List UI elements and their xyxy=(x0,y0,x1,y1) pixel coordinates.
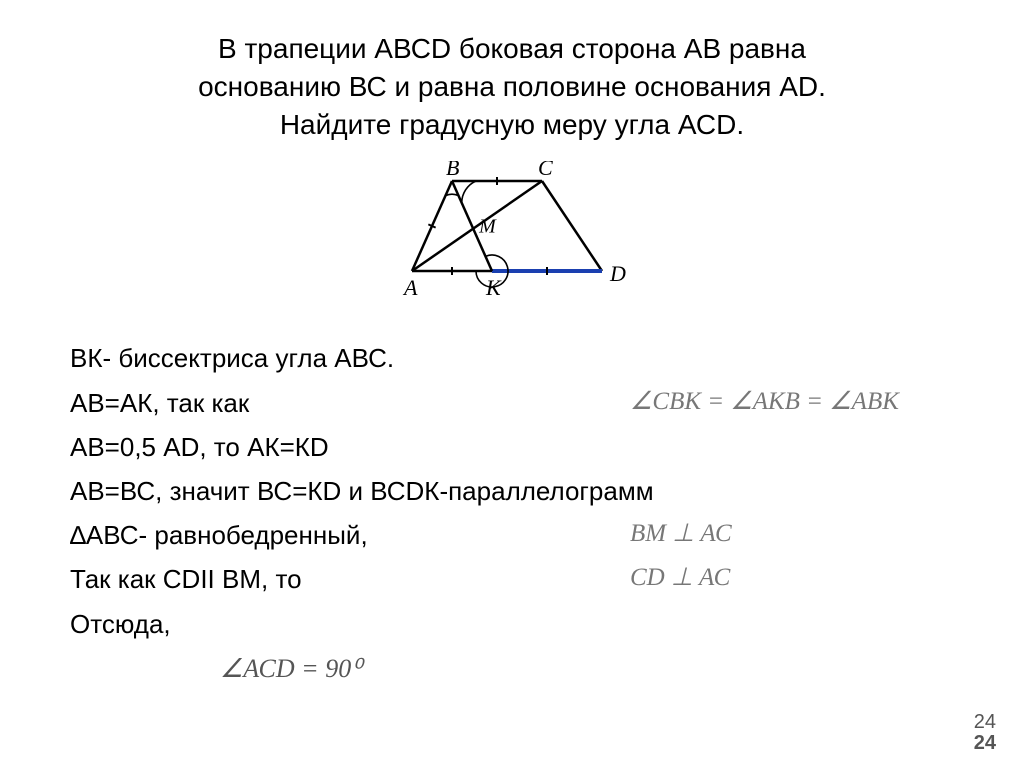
sol-expr: СD ⊥ АС xyxy=(630,557,730,600)
svg-text:К: К xyxy=(485,275,502,300)
slide-num-b: 24 xyxy=(974,733,996,754)
sol-line-3: АВ=0,5 АD, то АК=КD xyxy=(70,425,954,469)
problem-statement: В трапеции АВСD боковая сторона АВ равна… xyxy=(70,30,954,143)
sol-text: Так как СDII ВМ, то xyxy=(70,564,302,594)
slide-number: 24 24 xyxy=(974,712,996,754)
sol-text: ∆АВС- равнобедренный, xyxy=(70,520,368,550)
sol-line-1: ВК- биссектриса угла АВС. xyxy=(70,336,954,380)
problem-line2: основанию ВС и равна половине основания … xyxy=(198,71,826,102)
sol-line-4: АВ=ВС, значит ВС=КD и ВСDК-параллелограм… xyxy=(70,469,954,513)
sol-answer: ∠АСD = 90⁰ xyxy=(70,646,954,691)
problem-line3: Найдите градусную меру угла АСD. xyxy=(280,109,744,140)
solution-block: ВК- биссектриса угла АВС. АВ=АК, так как… xyxy=(70,336,954,691)
slide: В трапеции АВСD боковая сторона АВ равна… xyxy=(0,0,1024,768)
sol-text: АВ=0,5 АD, то АК=КD xyxy=(70,432,329,462)
sol-line-5: ∆АВС- равнобедренный, ВМ ⊥ АС xyxy=(70,513,954,557)
sol-text: Отсюда, xyxy=(70,609,171,639)
problem-line1: В трапеции АВСD боковая сторона АВ равна xyxy=(218,33,806,64)
svg-text:D: D xyxy=(609,261,626,286)
slide-num-a: 24 xyxy=(974,712,996,733)
trapezoid-diagram: A К D B C М xyxy=(382,161,642,311)
sol-text: АВ=ВС, значит ВС=КD и ВСDК-параллелограм… xyxy=(70,476,654,506)
sol-expr: ∠СВК = ∠АКВ = ∠АВК xyxy=(630,381,899,424)
svg-text:М: М xyxy=(478,216,497,238)
svg-text:C: C xyxy=(538,161,553,180)
sol-text: АВ=АК, так как xyxy=(70,388,249,418)
sol-expr: ВМ ⊥ АС xyxy=(630,513,732,556)
sol-line-2: АВ=АК, так как ∠СВК = ∠АКВ = ∠АВК xyxy=(70,381,954,425)
sol-line-6: Так как СDII ВМ, то СD ⊥ АС xyxy=(70,557,954,601)
svg-text:A: A xyxy=(402,275,418,300)
diagram-container: A К D B C М xyxy=(70,161,954,316)
sol-line-7: Отсюда, xyxy=(70,602,954,646)
sol-text: ВК- биссектриса угла АВС. xyxy=(70,343,394,373)
svg-text:B: B xyxy=(446,161,459,180)
answer-text: ∠АСD = 90⁰ xyxy=(220,654,362,683)
